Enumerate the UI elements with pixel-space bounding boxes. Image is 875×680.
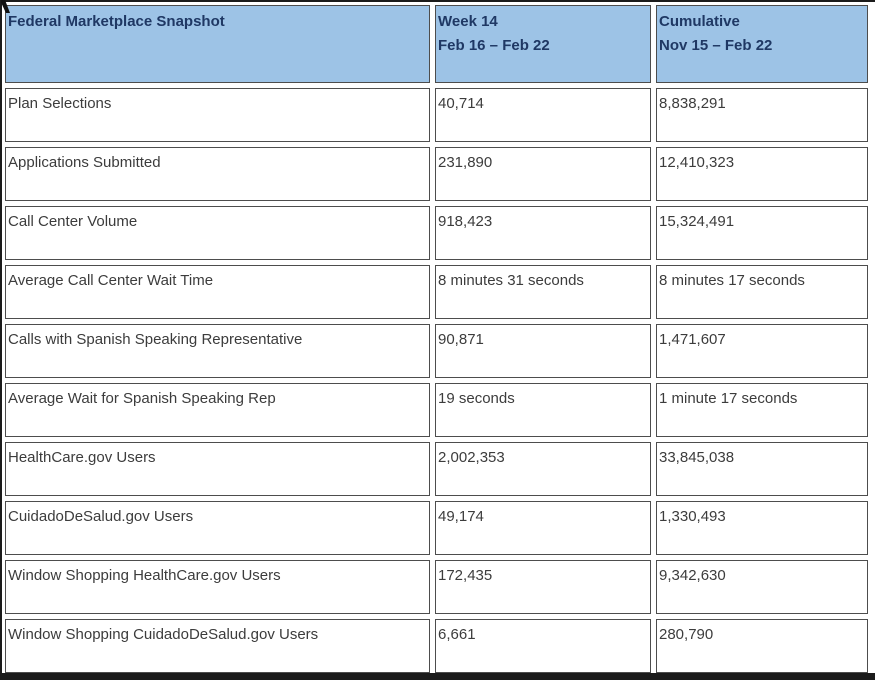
cumulative-header-label: Cumulative (659, 13, 740, 30)
cumulative-value-cell: 8 minutes 17 seconds (656, 265, 868, 319)
table-row: HealthCare.gov Users 2,002,353 33,845,03… (5, 442, 868, 496)
metric-label-cell: Average Wait for Spanish Speaking Rep (5, 383, 430, 437)
cumulative-value-cell: 8,838,291 (656, 88, 868, 142)
table-title: Federal Marketplace Snapshot (8, 13, 225, 30)
cumulative-header-dates: Nov 15 – Feb 22 (659, 37, 773, 54)
week-value-cell: 19 seconds (435, 383, 651, 437)
table-row: Call Center Volume 918,423 15,324,491 (5, 206, 868, 260)
week-value-cell: 49,174 (435, 501, 651, 555)
week-value-cell: 172,435 (435, 560, 651, 614)
cumulative-value-cell: 280,790 (656, 619, 868, 673)
metric-label-cell: Window Shopping CuidadoDeSalud.gov Users (5, 619, 430, 673)
table-row: Window Shopping CuidadoDeSalud.gov Users… (5, 619, 868, 673)
cumulative-value-cell: 1,330,493 (656, 501, 868, 555)
week-value-cell: 231,890 (435, 147, 651, 201)
cumulative-value-cell: 12,410,323 (656, 147, 868, 201)
table-row: Window Shopping HealthCare.gov Users 172… (5, 560, 868, 614)
week-value-cell: 8 minutes 31 seconds (435, 265, 651, 319)
table-row: Average Call Center Wait Time 8 minutes … (5, 265, 868, 319)
week-header-dates: Feb 16 – Feb 22 (438, 37, 550, 54)
metric-label-cell: Applications Submitted (5, 147, 430, 201)
table-row: Calls with Spanish Speaking Representati… (5, 324, 868, 378)
header-cell-metric: Federal Marketplace Snapshot (5, 5, 430, 83)
metric-label-cell: Average Call Center Wait Time (5, 265, 430, 319)
cumulative-value-cell: 15,324,491 (656, 206, 868, 260)
table-row: Plan Selections 40,714 8,838,291 (5, 88, 868, 142)
metric-label-cell: Call Center Volume (5, 206, 430, 260)
header-cell-week: Week 14 Feb 16 – Feb 22 (435, 5, 651, 83)
page-frame-left (0, 0, 2, 673)
table-header-row: Federal Marketplace Snapshot Week 14 Feb… (5, 5, 868, 83)
week-header-label: Week 14 (438, 13, 498, 30)
cumulative-value-cell: 1 minute 17 seconds (656, 383, 868, 437)
metric-label-cell: CuidadoDeSalud.gov Users (5, 501, 430, 555)
week-value-cell: 2,002,353 (435, 442, 651, 496)
week-value-cell: 918,423 (435, 206, 651, 260)
page-frame-bottom (0, 673, 875, 680)
week-value-cell: 40,714 (435, 88, 651, 142)
table-row: Applications Submitted 231,890 12,410,32… (5, 147, 868, 201)
table-row: CuidadoDeSalud.gov Users 49,174 1,330,49… (5, 501, 868, 555)
table-body: Plan Selections 40,714 8,838,291 Applica… (5, 88, 868, 673)
metric-label-cell: Calls with Spanish Speaking Representati… (5, 324, 430, 378)
cumulative-value-cell: 9,342,630 (656, 560, 868, 614)
header-cell-cumulative: Cumulative Nov 15 – Feb 22 (656, 5, 868, 83)
table-row: Average Wait for Spanish Speaking Rep 19… (5, 383, 868, 437)
cumulative-value-cell: 1,471,607 (656, 324, 868, 378)
page-frame-top (0, 0, 875, 2)
metric-label-cell: Window Shopping HealthCare.gov Users (5, 560, 430, 614)
cumulative-value-cell: 33,845,038 (656, 442, 868, 496)
week-value-cell: 6,661 (435, 619, 651, 673)
metric-label-cell: Plan Selections (5, 88, 430, 142)
cursor-artifact (1, 0, 10, 13)
week-value-cell: 90,871 (435, 324, 651, 378)
metric-label-cell: HealthCare.gov Users (5, 442, 430, 496)
